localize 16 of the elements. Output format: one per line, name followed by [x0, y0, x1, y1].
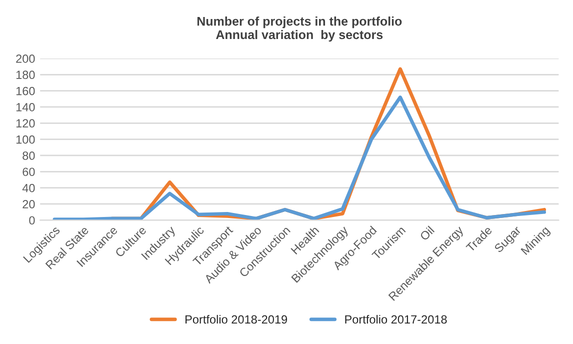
y-tick-label: 0: [29, 216, 35, 225]
y-tick-label: 140: [16, 103, 35, 112]
y-tick-label: 180: [16, 70, 35, 80]
legend-label: Portfolio 2018-2019: [186, 314, 288, 324]
y-tick-label: 200: [16, 54, 35, 63]
y-tick-label: 160: [16, 86, 35, 96]
y-tick-label: 80: [22, 152, 35, 160]
y-tick-label: 60: [22, 168, 35, 176]
chart-title: Number of projects in the portfolio Annual variation by sectors: [197, 16, 402, 42]
legend-label: Portfolio 2017-2018: [345, 314, 447, 324]
line-series: [52, 96, 546, 220]
y-tick-label: 40: [22, 184, 35, 192]
x-tick-label: Oil: [419, 226, 435, 241]
y-tick-label: 120: [16, 119, 35, 128]
y-tick-label: 100: [16, 135, 35, 144]
y-tick-label: 20: [22, 200, 35, 208]
